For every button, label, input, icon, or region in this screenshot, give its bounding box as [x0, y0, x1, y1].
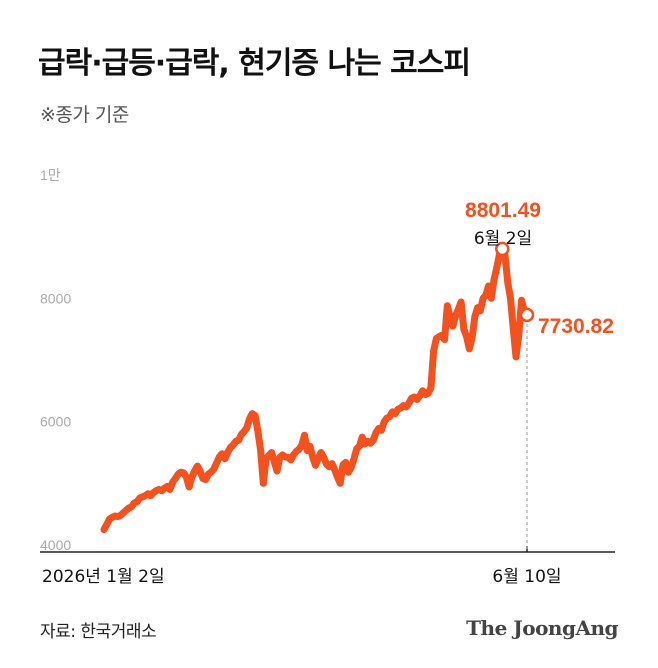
chart-title: 급락·급등·급락, 현기증 나는 코스피: [38, 46, 471, 81]
chart-subtitle: ※종가 기준: [40, 104, 129, 126]
source-note: 자료: 한국거래소: [40, 622, 157, 642]
last-value-marker: [519, 307, 535, 323]
y-tick-label: 1만: [40, 167, 61, 183]
last-value-label: 7730.82: [538, 315, 614, 338]
y-tick-labels: 4000 6000 8000 1만: [40, 167, 71, 553]
x-tick-label-end: 6월 10일: [492, 567, 561, 587]
publisher-logo: The JoongAng: [466, 616, 618, 640]
peak-value-label: 8801.49: [465, 199, 541, 222]
y-tick-label: 8000: [40, 290, 71, 306]
peak-marker: [495, 241, 510, 257]
y-tick-label: 4000: [40, 537, 71, 553]
y-tick-label: 6000: [40, 414, 71, 430]
peak-date-label: 6월 2일: [474, 229, 532, 249]
kospi-series-line: [100, 245, 531, 534]
x-tick-label-start: 2026년 1월 2일: [42, 567, 165, 587]
